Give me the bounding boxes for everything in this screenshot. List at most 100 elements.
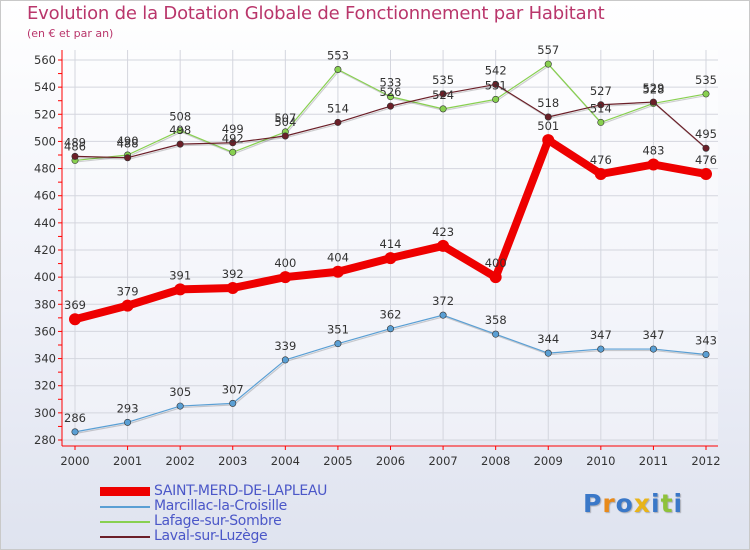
- legend-swatch: [100, 521, 150, 523]
- data-label: 347: [590, 328, 612, 342]
- logo-letter: P: [583, 489, 603, 518]
- x-tick-label: 2004: [271, 454, 300, 468]
- data-label: 535: [432, 73, 454, 87]
- data-point: [71, 152, 79, 160]
- data-label: 498: [169, 123, 191, 137]
- data-point: [121, 299, 134, 312]
- data-point: [176, 140, 184, 148]
- y-tick-label: 400: [34, 270, 56, 284]
- data-point: [594, 168, 607, 180]
- data-label: 400: [485, 256, 507, 270]
- legend-swatch: [100, 487, 150, 496]
- data-point: [439, 311, 447, 319]
- data-label: 307: [222, 382, 244, 396]
- y-tick-label: 420: [34, 243, 56, 257]
- data-point: [331, 265, 344, 278]
- data-point: [492, 330, 500, 338]
- legend-label: Lafage-sur-Sombre: [154, 513, 282, 529]
- data-label: 501: [537, 119, 559, 133]
- data-label: 495: [695, 127, 717, 141]
- data-label: 531: [485, 78, 507, 92]
- data-label: 524: [432, 88, 454, 102]
- x-tick-label: 2010: [586, 454, 615, 468]
- data-label: 392: [222, 267, 244, 281]
- logo-letter: x: [633, 489, 651, 518]
- data-point: [124, 418, 132, 426]
- y-tick-label: 520: [34, 107, 56, 121]
- data-point: [700, 168, 712, 180]
- series-0: [69, 134, 712, 326]
- data-point: [492, 80, 500, 88]
- data-label: 490: [117, 134, 139, 148]
- data-point: [439, 105, 447, 113]
- data-label: 489: [64, 135, 86, 149]
- data-point: [544, 113, 552, 121]
- logo-letter: o: [615, 489, 634, 518]
- data-point: [702, 144, 710, 152]
- data-label: 492: [222, 131, 244, 145]
- data-point: [439, 90, 447, 98]
- data-point: [71, 428, 79, 436]
- data-label: 414: [380, 237, 402, 251]
- data-label: 483: [642, 144, 664, 158]
- data-label: 507: [274, 111, 296, 125]
- data-label: 529: [642, 81, 664, 95]
- data-point: [702, 90, 710, 98]
- data-point: [334, 118, 342, 126]
- data-label: 351: [327, 323, 349, 337]
- data-point: [386, 93, 394, 101]
- series-2: [71, 60, 710, 164]
- logo-letter: i: [651, 489, 661, 518]
- y-tick-label: 540: [34, 80, 56, 94]
- data-point: [492, 95, 500, 103]
- legend-swatch: [100, 536, 150, 538]
- data-point: [384, 252, 397, 265]
- data-point: [544, 349, 552, 357]
- data-point: [334, 66, 342, 74]
- y-tick-label: 440: [34, 216, 56, 230]
- data-point: [649, 345, 657, 353]
- data-label: 343: [695, 334, 717, 348]
- x-tick-label: 2002: [166, 454, 195, 468]
- chart-subtitle: (en € et par an): [27, 27, 114, 40]
- data-label: 526: [380, 85, 402, 99]
- logo-letter: t: [660, 489, 674, 518]
- logo-letter: r: [602, 489, 616, 518]
- y-tick-label: 280: [34, 433, 56, 447]
- data-point: [334, 340, 342, 348]
- data-point: [386, 102, 394, 110]
- data-label: 286: [64, 411, 86, 425]
- data-label: 423: [432, 225, 454, 239]
- data-label: 533: [380, 76, 402, 90]
- data-point: [124, 154, 132, 162]
- data-point: [489, 271, 502, 284]
- data-label: 518: [537, 96, 559, 110]
- x-tick-label: 2006: [376, 454, 405, 468]
- data-point: [649, 98, 657, 106]
- data-label: 528: [642, 82, 664, 96]
- y-tick-label: 560: [34, 53, 56, 67]
- data-point: [281, 356, 289, 364]
- data-label: 339: [274, 339, 296, 353]
- data-point: [597, 101, 605, 109]
- x-tick-label: 2011: [639, 454, 668, 468]
- data-point: [226, 282, 239, 294]
- data-point: [69, 313, 81, 326]
- data-point: [176, 127, 184, 135]
- data-point: [279, 271, 292, 284]
- data-label: 400: [274, 256, 296, 270]
- data-label: 486: [64, 139, 86, 153]
- data-label: 344: [537, 332, 559, 346]
- data-point: [386, 325, 394, 333]
- data-point: [437, 239, 450, 252]
- data-label: 514: [327, 101, 349, 115]
- y-tick-label: 500: [34, 134, 56, 148]
- y-tick-label: 360: [34, 324, 56, 338]
- logo-letter: i: [673, 489, 684, 518]
- data-label: 372: [432, 294, 454, 308]
- legend-swatch: [100, 506, 150, 508]
- x-tick-label: 2003: [218, 454, 247, 468]
- x-tick-label: 2012: [691, 454, 720, 468]
